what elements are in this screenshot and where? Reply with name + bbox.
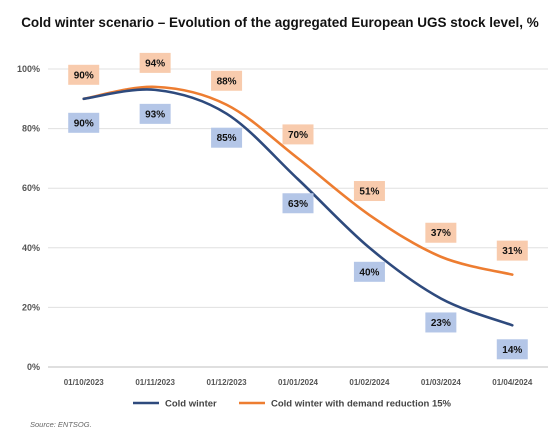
data-label-text: 93% — [145, 109, 165, 120]
y-tick-label: 80% — [22, 124, 40, 134]
data-label-box — [211, 70, 243, 91]
data-label-text: 51% — [359, 187, 379, 198]
y-axis-ticks: 0% 20% 40% 60% 80% 100% — [17, 64, 40, 372]
source-note: Source: ENTSOG. — [30, 420, 92, 429]
data-label: 88% — [211, 70, 243, 91]
series-line — [82, 88, 514, 327]
data-label-text: 88% — [217, 76, 237, 87]
data-label-text: 85% — [217, 133, 237, 144]
legend-label: Cold winter — [165, 399, 217, 410]
y-tick-label: 40% — [22, 243, 40, 253]
series-lines — [82, 85, 514, 327]
data-label-box — [68, 64, 100, 85]
x-tick-label: 01/03/2024 — [421, 378, 462, 387]
data-label: 23% — [425, 312, 457, 333]
legend: Cold winter Cold winter with demand reduc… — [133, 399, 452, 410]
data-label: 93% — [139, 103, 171, 124]
y-tick-label: 20% — [22, 302, 40, 312]
data-label: 70% — [282, 124, 314, 145]
series-line — [82, 85, 514, 276]
data-label: 40% — [353, 261, 385, 282]
data-label-box — [425, 312, 457, 333]
data-label-box — [211, 127, 243, 148]
data-label-box — [496, 240, 528, 261]
data-label-box — [68, 112, 100, 133]
data-label-box — [282, 124, 314, 145]
data-label-text: 23% — [431, 318, 451, 329]
data-label-text: 90% — [74, 118, 94, 129]
x-tick-label: 01/10/2023 — [64, 378, 105, 387]
data-label-text: 14% — [502, 345, 522, 356]
data-label-box — [139, 103, 171, 124]
grid — [48, 68, 548, 368]
data-label: 31% — [496, 240, 528, 261]
data-label: 14% — [496, 339, 528, 360]
x-tick-label: 01/11/2023 — [135, 378, 175, 387]
data-label-text: 70% — [288, 130, 308, 141]
data-label-text: 63% — [288, 199, 308, 210]
data-label-text: 31% — [502, 246, 522, 257]
data-label: 94% — [139, 52, 171, 73]
x-tick-label: 01/01/2024 — [278, 378, 319, 387]
data-label-box — [425, 222, 457, 243]
data-label-box — [496, 339, 528, 360]
legend-label: Cold winter with demand reduction 15% — [271, 399, 452, 410]
data-label: 51% — [353, 181, 385, 202]
data-label: 90% — [68, 64, 100, 85]
data-label-box — [353, 181, 385, 202]
x-tick-label: 01/12/2023 — [207, 378, 248, 387]
data-label-box — [353, 261, 385, 282]
legend-item: Cold winter with demand reduction 15% — [239, 399, 452, 410]
x-tick-label: 01/02/2024 — [349, 378, 390, 387]
data-label: 85% — [211, 127, 243, 148]
chart-title: Cold winter scenario – Evolution of the … — [21, 15, 539, 30]
x-axis-ticks: 01/10/2023 01/11/2023 01/12/2023 01/01/2024… — [64, 378, 533, 387]
y-tick-label: 0% — [27, 362, 40, 372]
legend-item: Cold winter — [133, 399, 217, 410]
data-label-text: 37% — [431, 228, 451, 239]
data-label-box — [282, 193, 314, 214]
data-labels: 90% 93% 85% 63% 40% 23% 14% 90% 94% 88% 70% 51% 37% 3… — [68, 52, 528, 360]
data-label: 63% — [282, 193, 314, 214]
x-tick-label: 01/04/2024 — [492, 378, 533, 387]
y-tick-label: 60% — [22, 183, 40, 193]
data-label-text: 94% — [145, 58, 165, 69]
y-tick-label: 100% — [17, 64, 40, 74]
data-label: 37% — [425, 222, 457, 243]
data-label-text: 40% — [359, 267, 379, 278]
data-label: 90% — [68, 112, 100, 133]
data-label-box — [139, 52, 171, 73]
data-label-text: 90% — [74, 70, 94, 81]
